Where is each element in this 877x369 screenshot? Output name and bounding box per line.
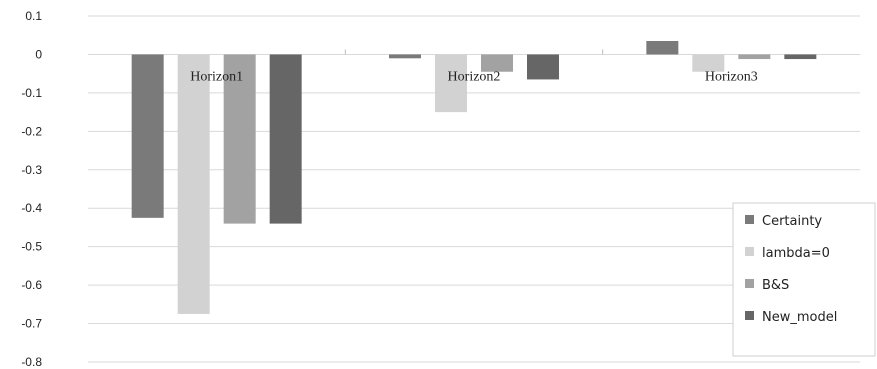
legend-box <box>732 202 876 357</box>
y-tick-label: 0.1 <box>25 9 42 23</box>
bar-certainty-horizon1 <box>131 54 164 218</box>
y-tick-label: -0.2 <box>21 124 42 138</box>
legend-label: New_model <box>762 310 837 325</box>
y-tick-label: -0.3 <box>21 163 42 177</box>
bar-new-model-horizon1 <box>269 54 302 224</box>
bar-new-model-horizon3 <box>784 54 817 60</box>
category-labels: Horizon1 Horizon2 Horizon3 <box>190 69 758 84</box>
gridlines <box>88 15 860 363</box>
y-tick-label: -0.6 <box>21 278 42 292</box>
bar-lambda-0-horizon2 <box>435 54 467 113</box>
y-tick-label: -0.5 <box>21 240 42 254</box>
bar-b-s-horizon3 <box>738 54 771 60</box>
bar-new-model-horizon2 <box>527 54 559 80</box>
bar-lambda-0-horizon1 <box>177 54 210 314</box>
bar-b-s-horizon2 <box>481 54 513 72</box>
legend-swatch <box>745 215 754 224</box>
y-axis-tick-labels: 0.1 0 -0.1 -0.2 -0.3 -0.4 -0.5 -0.6 -0.7 -0.8 <box>21 9 42 369</box>
legend-label: lambda=0 <box>762 246 830 261</box>
y-tick-label: -0.8 <box>21 355 42 369</box>
legend: Certainty lambda=0 B&S New_model <box>732 202 876 357</box>
legend-swatch <box>745 311 754 320</box>
category-label: Horizon3 <box>705 69 758 84</box>
legend-label: B&S <box>762 278 789 293</box>
y-tick-label: -0.7 <box>21 317 42 331</box>
category-label: Horizon1 <box>190 69 243 84</box>
category-label: Horizon2 <box>448 69 501 84</box>
y-tick-label: 0 <box>35 47 42 61</box>
bar-certainty-horizon3 <box>646 40 679 55</box>
legend-label: Certainty <box>762 214 822 229</box>
bars <box>131 40 817 314</box>
bar-b-s-horizon1 <box>223 54 256 224</box>
bar-certainty-horizon2 <box>389 54 421 59</box>
y-tick-label: -0.4 <box>21 201 42 215</box>
legend-swatch <box>745 279 754 288</box>
bar-lambda-0-horizon3 <box>692 54 725 72</box>
legend-swatch <box>745 247 754 256</box>
y-tick-label: -0.1 <box>21 86 42 100</box>
